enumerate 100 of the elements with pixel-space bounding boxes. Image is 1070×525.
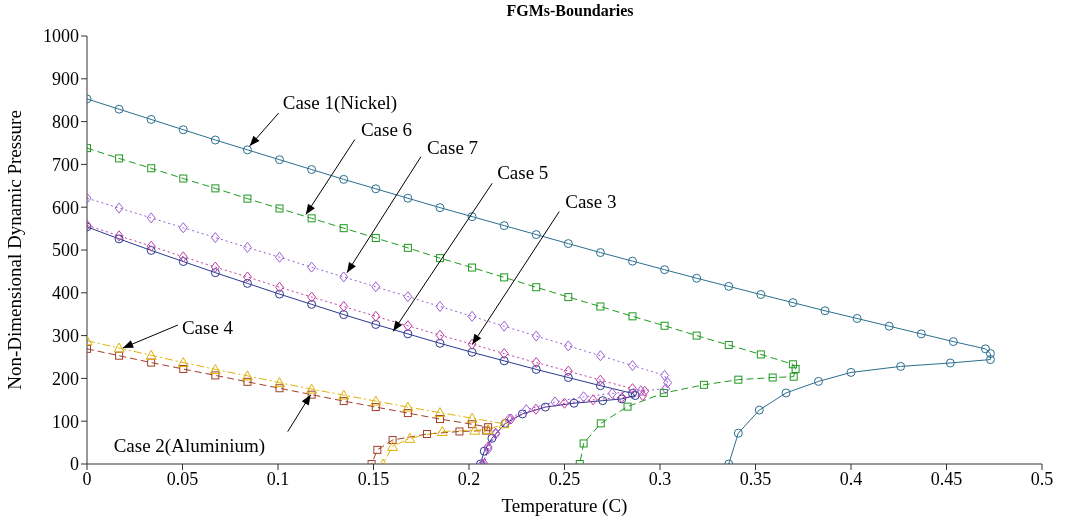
point: [146, 245, 156, 255]
point: [179, 364, 188, 373]
point: [563, 373, 573, 383]
point: [661, 383, 671, 395]
x-tick-label: 0.25: [548, 468, 581, 489]
point: [210, 261, 220, 273]
y-tick-label: 600: [52, 197, 79, 218]
point: [339, 224, 348, 233]
point: [114, 234, 124, 244]
point: [699, 380, 708, 389]
point: [531, 357, 541, 369]
point: [179, 174, 188, 183]
point: [521, 404, 531, 416]
point: [403, 193, 413, 203]
point: [531, 330, 541, 342]
point: [540, 402, 550, 412]
point: [243, 194, 252, 203]
point: [210, 135, 220, 145]
point: [178, 251, 188, 263]
x-tick-label: 0.2: [457, 468, 481, 489]
point: [178, 125, 188, 135]
point: [403, 291, 413, 303]
point: [403, 409, 412, 418]
point: [307, 291, 317, 303]
point: [243, 377, 252, 386]
chart-title: FGMs-Boundaries: [505, 2, 635, 20]
point: [307, 261, 317, 273]
point: [487, 433, 497, 443]
annotation: Case 1(Nickel): [282, 92, 398, 114]
point: [500, 273, 509, 282]
point: [307, 299, 317, 309]
point: [467, 310, 477, 322]
point: [436, 425, 448, 436]
x-tick-label: 0.45: [930, 468, 963, 489]
point: [210, 232, 220, 244]
point: [307, 214, 316, 223]
point: [339, 301, 349, 312]
point: [563, 365, 573, 377]
point: [884, 321, 894, 331]
point: [499, 221, 509, 231]
point: [724, 281, 734, 291]
point: [467, 212, 477, 222]
point: [404, 432, 416, 443]
point: [820, 306, 830, 316]
point: [560, 397, 569, 409]
annotation: Case 3: [565, 190, 617, 212]
point: [435, 203, 445, 213]
point: [242, 271, 252, 283]
point: [275, 204, 284, 213]
point: [564, 293, 573, 302]
point: [569, 398, 579, 408]
point: [178, 257, 188, 267]
y-tick-label: 200: [52, 368, 79, 389]
point: [468, 263, 477, 272]
point: [985, 355, 995, 365]
point: [579, 391, 589, 403]
point: [114, 104, 124, 114]
point: [403, 320, 413, 332]
y-tick-label: 100: [52, 411, 79, 432]
point: [636, 385, 646, 397]
annotation: Case 6: [360, 119, 413, 141]
x-tick-label: 0.4: [839, 468, 863, 489]
point: [733, 428, 743, 438]
point: [852, 313, 862, 323]
point: [663, 377, 673, 389]
point: [791, 364, 800, 373]
point: [146, 212, 156, 224]
y-tick-label: 300: [52, 325, 79, 346]
point: [660, 321, 669, 330]
point: [307, 390, 316, 399]
point: [756, 350, 765, 359]
x-tick-label: 0.15: [357, 468, 390, 489]
point: [595, 350, 605, 362]
point: [781, 388, 791, 398]
point: [595, 374, 605, 386]
point: [660, 265, 670, 275]
point: [595, 381, 605, 391]
point: [371, 184, 381, 194]
point: [588, 394, 598, 406]
point: [579, 439, 588, 448]
point: [339, 310, 349, 320]
point: [768, 373, 777, 382]
point: [211, 184, 220, 193]
point: [788, 298, 798, 308]
point: [499, 320, 509, 332]
point: [242, 278, 252, 288]
point: [403, 243, 412, 252]
point: [242, 145, 252, 155]
point: [479, 446, 489, 456]
point: [178, 222, 188, 234]
point: [371, 310, 381, 322]
point: [628, 388, 637, 398]
point: [371, 403, 380, 412]
point: [455, 427, 464, 436]
point: [422, 430, 431, 439]
point: [145, 349, 157, 360]
point: [371, 234, 380, 243]
x-tick-label: 0.05: [166, 468, 199, 489]
point: [242, 241, 252, 253]
point: [339, 397, 348, 406]
